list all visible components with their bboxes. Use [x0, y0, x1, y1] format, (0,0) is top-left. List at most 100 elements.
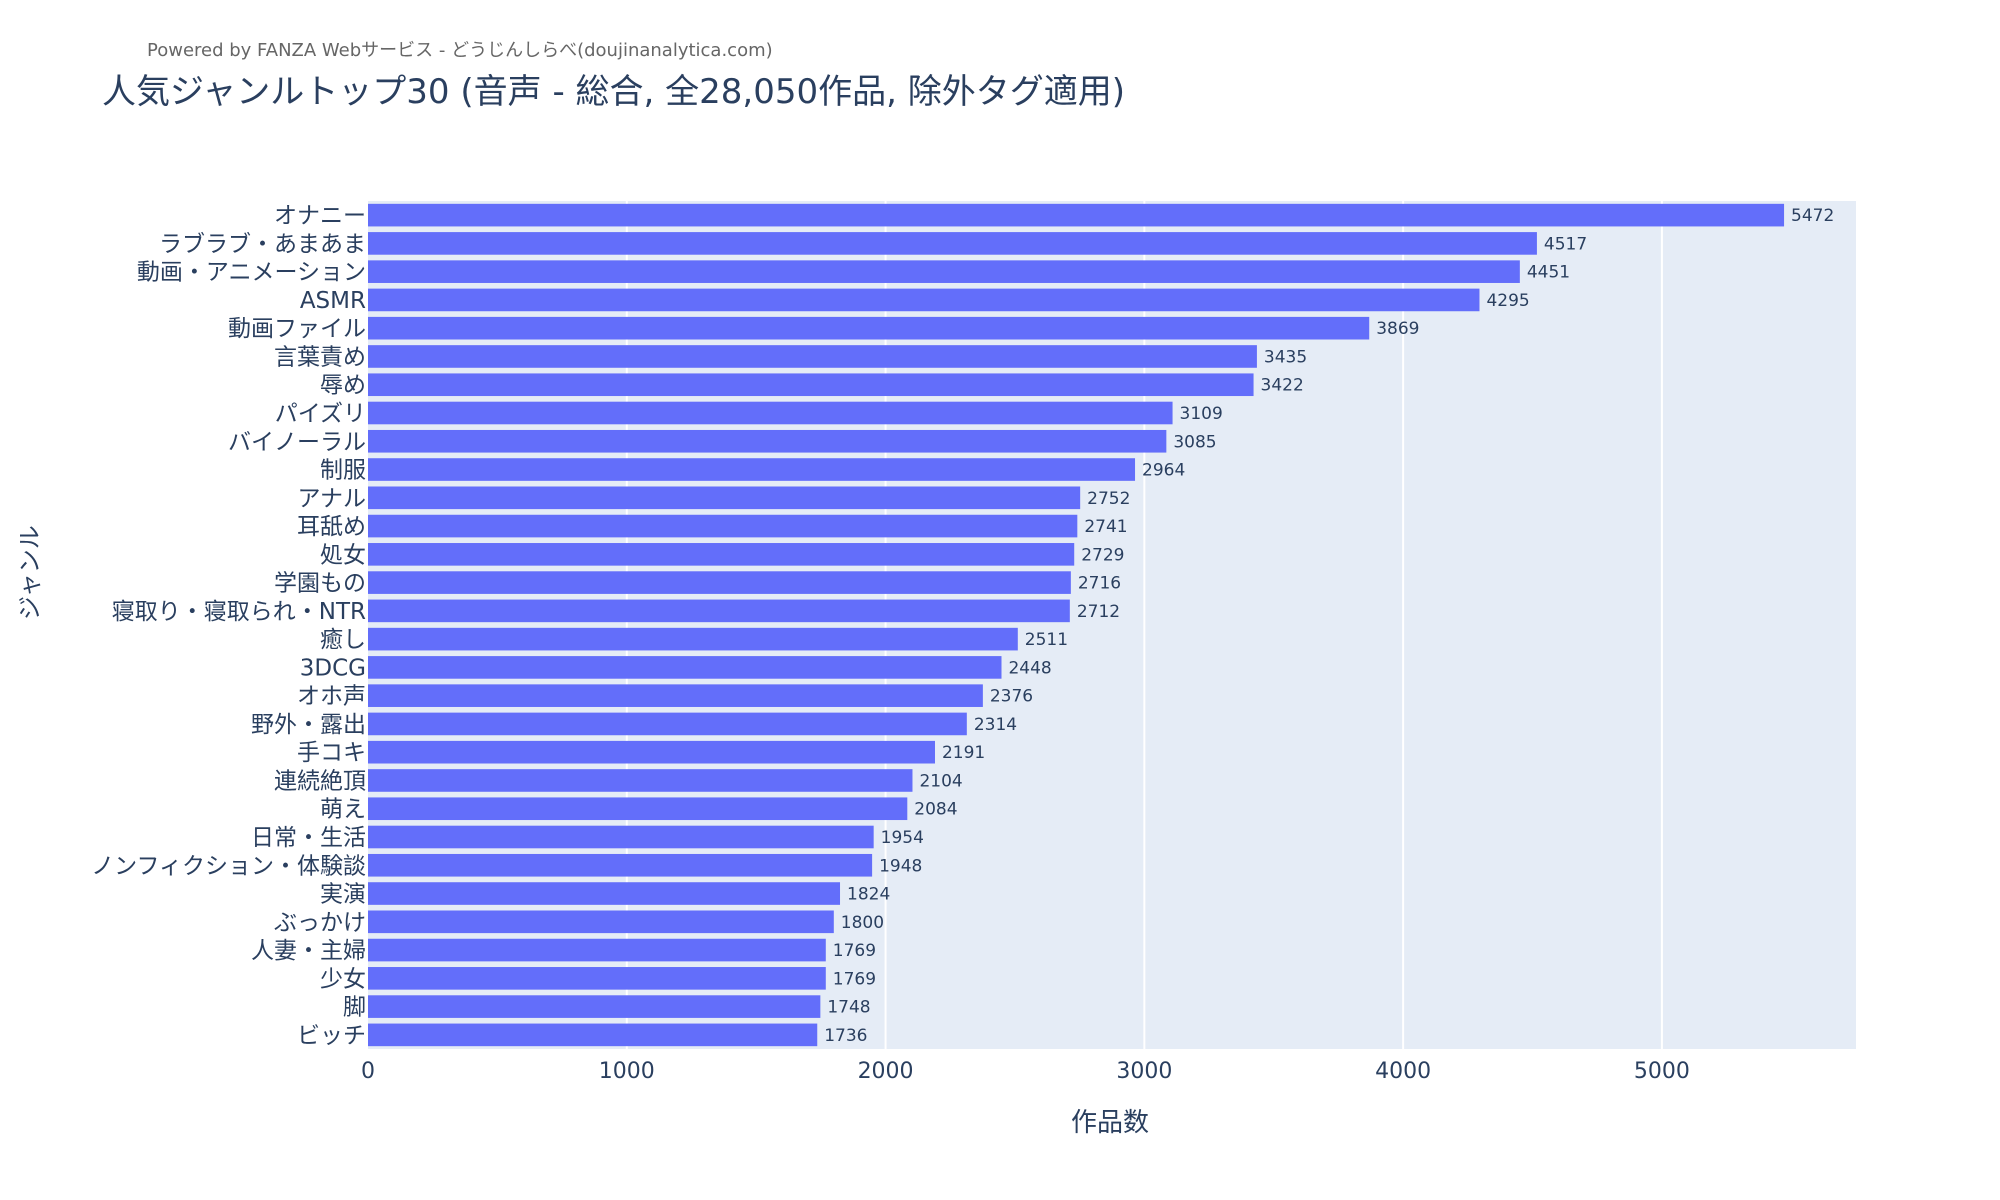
category-label: 辱め: [320, 373, 366, 399]
value-label: 5472: [1791, 206, 1834, 226]
bar: [368, 910, 834, 934]
category-label: 3DCG: [300, 655, 366, 681]
bar: [368, 599, 1070, 623]
value-label: 2716: [1078, 574, 1121, 594]
value-label: 2448: [1008, 658, 1051, 678]
value-label: 2729: [1081, 545, 1124, 565]
bar: [368, 995, 821, 1018]
value-labels: 5472 4517 4451 4295 3869 3435 3422 3109 3085 2964…: [824, 206, 1834, 1046]
category-label: ラブラブ・あまあま: [159, 231, 366, 257]
category-label: オナニー: [274, 203, 366, 229]
value-label: 1954: [881, 828, 924, 848]
bar: [368, 514, 1078, 538]
x-tick-labels: 0 1000 2000 3000 4000 5000: [361, 1059, 1690, 1084]
category-label: ぶっかけ: [274, 910, 366, 936]
credit-text: Powered by FANZA Webサービス - どうじんしらべ(douji…: [147, 40, 773, 61]
x-tick-label: 1000: [599, 1059, 655, 1084]
value-label: 3109: [1180, 404, 1223, 424]
bar: [368, 882, 841, 905]
bar: [368, 627, 1018, 651]
value-label: 3435: [1264, 347, 1307, 367]
bar: [368, 458, 1136, 481]
category-label: アナル: [297, 486, 366, 512]
category-label: オホ声: [297, 684, 366, 710]
category-label: 寝取り・寝取られ・NTR: [112, 599, 366, 625]
category-label: 人妻・主婦: [251, 938, 366, 964]
x-tick-label: 4000: [1375, 1059, 1431, 1084]
category-label: 実演: [320, 882, 366, 908]
bar: [368, 938, 826, 962]
bar: [368, 345, 1257, 368]
bar: [368, 967, 826, 990]
category-label: 日常・生活: [251, 825, 366, 851]
bar: [368, 486, 1081, 510]
category-label: 野外・露出: [251, 712, 366, 738]
bar: [368, 797, 908, 821]
category-label: 癒し: [320, 627, 366, 653]
category-label: ノンフィクション・体験談: [91, 853, 366, 879]
category-label: 脚: [343, 995, 366, 1021]
category-labels: オナニーラブラブ・あまあま動画・アニメーションASMR動画ファイル言葉責め辱めパ…: [91, 203, 366, 1049]
value-label: 1948: [879, 856, 922, 876]
value-label: 2191: [942, 743, 985, 763]
value-label: 2104: [919, 771, 962, 791]
value-label: 4295: [1486, 291, 1529, 311]
bar: [368, 288, 1480, 312]
bars: [368, 203, 1785, 1047]
bar: [368, 373, 1254, 397]
value-label: 2084: [914, 800, 957, 820]
category-label: 少女: [320, 966, 366, 992]
category-label: バイノーラル: [228, 429, 366, 455]
value-label: 3085: [1173, 432, 1216, 452]
value-label: 1748: [827, 998, 870, 1018]
x-tick-label: 0: [361, 1059, 375, 1084]
category-label: 動画・アニメーション: [137, 260, 366, 286]
value-label: 2752: [1087, 489, 1130, 509]
bar: [368, 769, 913, 792]
value-label: 1769: [833, 969, 876, 989]
category-label: 動画ファイル: [228, 316, 366, 342]
value-label: 1736: [824, 1026, 867, 1046]
value-label: 1769: [833, 941, 876, 961]
category-label: 耳舐め: [297, 514, 366, 540]
plot-area: [368, 201, 1856, 1049]
bar: [368, 740, 935, 764]
value-label: 1824: [847, 885, 890, 905]
grid-lines: [625, 201, 1663, 1049]
category-label: 連続絶頂: [274, 768, 366, 794]
bar: [368, 571, 1071, 594]
bar: [368, 232, 1537, 255]
category-label: 制服: [320, 458, 366, 484]
category-label: ASMR: [300, 288, 366, 314]
category-label: 手コキ: [297, 740, 366, 766]
category-label: パイズリ: [275, 401, 366, 427]
value-label: 4517: [1544, 234, 1587, 254]
value-label: 2376: [990, 687, 1033, 707]
bar: [368, 429, 1167, 453]
bar: [368, 656, 1002, 679]
bar: [368, 1023, 818, 1047]
bar: [368, 712, 967, 736]
value-label: 2741: [1084, 517, 1127, 537]
category-label: 萌え: [320, 797, 366, 823]
value-label: 2511: [1025, 630, 1068, 650]
category-label: 処女: [320, 542, 366, 568]
value-label: 2712: [1077, 602, 1120, 622]
value-label: 4451: [1527, 263, 1570, 283]
x-tick-label: 2000: [858, 1059, 914, 1084]
category-label: 言葉責め: [274, 344, 366, 370]
bar: [368, 401, 1173, 425]
bar: [368, 853, 873, 877]
value-label: 3422: [1261, 376, 1304, 396]
bar: [368, 825, 874, 849]
value-label: 3869: [1376, 319, 1419, 339]
bar: [368, 203, 1785, 227]
bar: [368, 543, 1075, 566]
bar: [368, 684, 983, 707]
category-label: ビッチ: [297, 1023, 366, 1049]
bar: [368, 260, 1520, 283]
value-label: 2964: [1142, 461, 1185, 481]
x-tick-label: 3000: [1116, 1059, 1172, 1084]
bar: [368, 316, 1370, 340]
